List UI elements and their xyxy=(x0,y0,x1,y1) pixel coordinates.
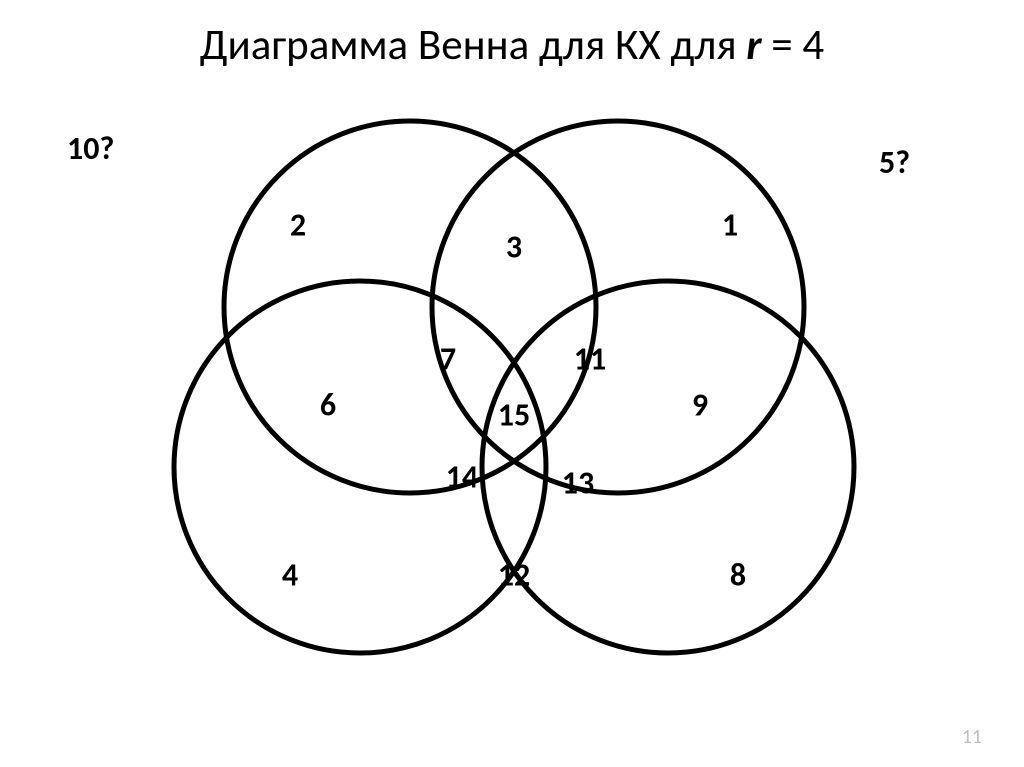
title-prefix: Диаграмма Венна для КХ для xyxy=(200,18,747,71)
region-label-11: 11 xyxy=(574,340,606,379)
venn-diagram: 213711615914134128 10?5? xyxy=(70,85,954,725)
venn-circle-3 xyxy=(174,281,546,653)
region-label-13: 13 xyxy=(562,464,594,503)
region-label-14: 14 xyxy=(446,458,478,497)
region-label-7: 7 xyxy=(440,340,456,379)
region-label-4: 4 xyxy=(282,556,298,595)
page-title: Диаграмма Венна для КХ для r = 4 xyxy=(0,18,1024,71)
venn-circle-2 xyxy=(432,121,804,493)
region-label-12: 12 xyxy=(498,556,530,595)
region-label-2: 2 xyxy=(290,206,306,245)
region-label-1: 1 xyxy=(722,206,738,245)
venn-circle-1 xyxy=(224,121,596,493)
outside-label-5: 5? xyxy=(879,143,910,182)
title-variable: r xyxy=(746,18,761,71)
page-number: 11 xyxy=(962,725,982,749)
region-label-3: 3 xyxy=(506,228,522,267)
title-suffix: = 4 xyxy=(762,18,825,71)
region-label-15: 15 xyxy=(498,396,530,435)
region-label-9: 9 xyxy=(692,386,708,425)
venn-circle-4 xyxy=(482,281,854,653)
region-label-8: 8 xyxy=(730,556,746,595)
region-label-6: 6 xyxy=(320,386,336,425)
outside-label-10: 10? xyxy=(67,129,114,168)
